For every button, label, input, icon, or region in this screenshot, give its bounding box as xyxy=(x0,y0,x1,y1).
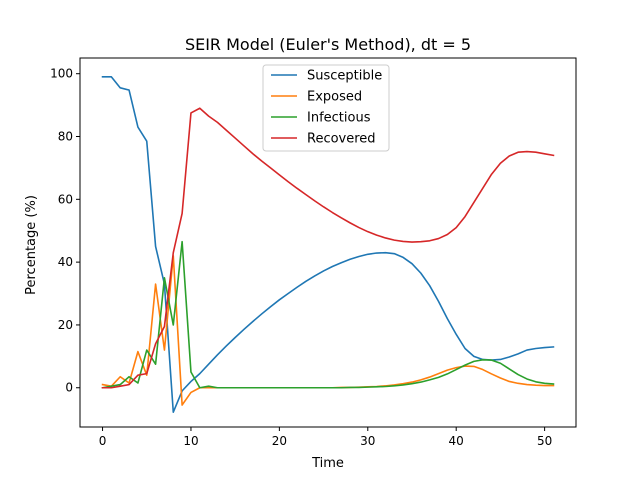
x-tick-label: 20 xyxy=(272,434,287,448)
legend-box xyxy=(262,64,390,152)
x-axis-label: Time xyxy=(311,456,344,471)
y-tick-label: 0 xyxy=(65,381,73,395)
legend-label-infectious: Infectious xyxy=(307,111,371,126)
x-tick-label: 10 xyxy=(183,434,198,448)
chart-title: SEIR Model (Euler's Method), dt = 5 xyxy=(185,35,471,54)
x-tick-label: 30 xyxy=(360,434,375,448)
y-axis-label: Percentage (%) xyxy=(24,195,39,295)
series-line-susceptible xyxy=(101,76,555,414)
y-tick-label: 40 xyxy=(58,255,73,269)
y-tick-label: 80 xyxy=(58,130,73,144)
x-tick-label: 50 xyxy=(537,434,552,448)
x-tick-label: 0 xyxy=(99,434,107,448)
legend-label-recovered: Recovered xyxy=(307,132,376,147)
series-line-recovered xyxy=(101,107,555,389)
series-layer xyxy=(101,76,555,414)
x-tick-label: 40 xyxy=(449,434,464,448)
y-tick-label: 60 xyxy=(58,192,73,206)
series-line-infectious xyxy=(101,240,555,389)
y-tick-label: 20 xyxy=(58,318,73,332)
y-tick-label: 100 xyxy=(50,67,73,81)
legend-label-susceptible: Susceptible xyxy=(307,69,382,84)
axes-layer: 0 10 20 30 40 50 0 20 40 60 80 100 xyxy=(50,57,577,448)
legend-label-exposed: Exposed xyxy=(307,90,362,105)
legend: Susceptible Exposed Infectious Recovered xyxy=(262,64,390,152)
plot-frame xyxy=(79,57,577,428)
